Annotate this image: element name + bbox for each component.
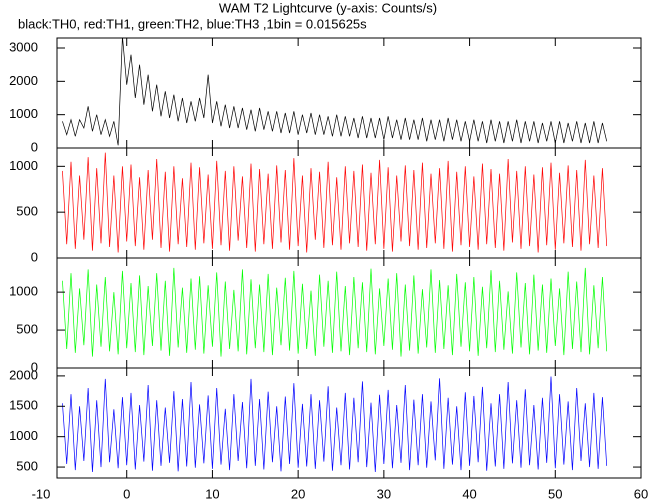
chart-subtitle: black:TH0, red:TH1, green:TH2, blue:TH3 … — [18, 16, 367, 31]
y-tick-label: 0 — [31, 359, 38, 374]
x-tick-label: 30 — [377, 486, 391, 501]
x-tick-label: 20 — [291, 486, 305, 501]
y-tick-label: 2000 — [9, 367, 38, 382]
y-tick-label: 1000 — [9, 428, 38, 443]
x-tick-label: 60 — [634, 486, 648, 501]
lightcurve — [62, 267, 608, 357]
x-tick-label: 0 — [123, 486, 130, 501]
chart-title: WAM T2 Lightcurve (y-axis: Counts/s) — [219, 0, 437, 15]
lightcurve — [62, 38, 608, 146]
y-tick-label: 500 — [16, 322, 38, 337]
x-tick-label: 50 — [548, 486, 562, 501]
y-tick-label: 1000 — [9, 284, 38, 299]
panel-frame — [56, 367, 642, 479]
y-tick-label: 1500 — [9, 398, 38, 413]
lightcurve — [62, 152, 608, 253]
lightcurve — [62, 376, 608, 472]
y-tick-label: 3000 — [9, 39, 38, 54]
y-tick-label: 1000 — [9, 106, 38, 121]
y-tick-label: 2000 — [9, 73, 38, 88]
y-tick-label: 1000 — [9, 158, 38, 173]
y-tick-label: 0 — [31, 249, 38, 264]
x-tick-label: 10 — [205, 486, 219, 501]
x-tick-label: 40 — [462, 486, 476, 501]
y-tick-label: 500 — [16, 458, 38, 473]
y-tick-label: 500 — [16, 204, 38, 219]
y-tick-label: 0 — [31, 139, 38, 154]
panel-frame — [56, 37, 642, 149]
x-tick-label: -10 — [32, 486, 51, 501]
